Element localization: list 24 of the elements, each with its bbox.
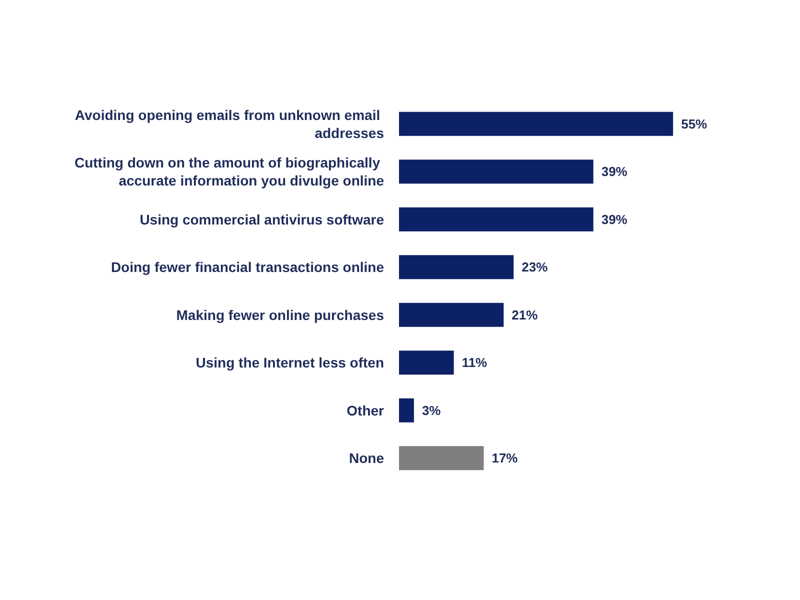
data-label: 55%: [681, 116, 708, 132]
y-tick-label: Other: [346, 402, 385, 418]
data-label: 23%: [522, 260, 548, 275]
bar: [399, 160, 594, 184]
y-tick-label: Making fewer online purchases: [176, 306, 384, 323]
bar: [399, 350, 454, 375]
y-tick-label: Avoiding opening emails from unknown email addresses: [74, 106, 384, 141]
data-label: 39%: [601, 164, 628, 180]
data-label: 11%: [462, 355, 488, 370]
y-tick-label: Using the Internet less often: [196, 354, 384, 371]
bar: [399, 207, 594, 232]
data-label: 21%: [512, 307, 538, 322]
data-label: 17%: [492, 450, 518, 466]
bar: [399, 112, 674, 136]
bar: [399, 446, 484, 470]
data-label: 39%: [601, 212, 628, 227]
y-tick-label: Using commercial antivirus software: [140, 211, 384, 228]
bar: [399, 302, 504, 327]
bar: [399, 255, 514, 280]
y-tick-label: Doing fewer financial transactions online: [110, 259, 384, 276]
data-label: 3%: [422, 402, 442, 418]
y-tick-label: Cutting down on the amount of biographically accurate information you divulge online: [74, 154, 384, 189]
y-tick-label: None: [349, 450, 384, 466]
bar: [399, 398, 414, 422]
